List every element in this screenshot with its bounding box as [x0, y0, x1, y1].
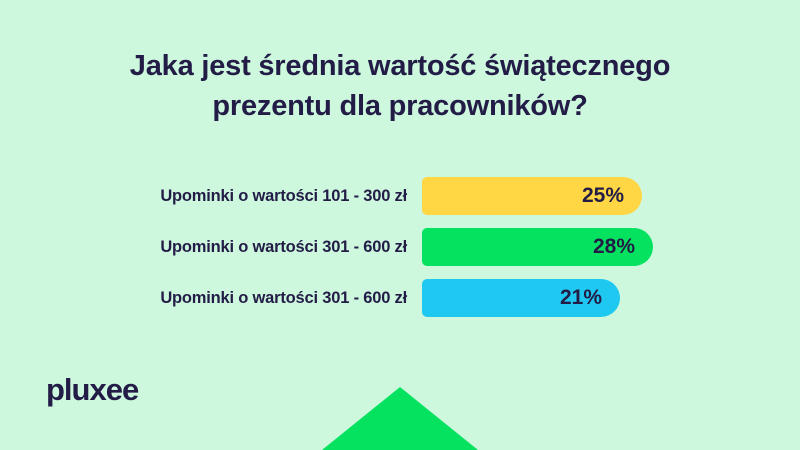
bar-label: Upominki o wartości 301 - 600 zł	[160, 288, 407, 307]
bar: 28%	[422, 228, 653, 266]
page-title-line-1: Jaka jest średnia wartość świątecznego	[129, 50, 671, 82]
up-arrow-shape	[322, 387, 478, 450]
bar-label: Upominki o wartości 301 - 600 zł	[160, 237, 407, 256]
pluxee-logo: pluxee	[46, 372, 139, 407]
chart-row: Upominki o wartości 101 - 300 zł 25%	[0, 177, 800, 215]
bar-value: 25%	[581, 184, 624, 207]
page-title: Jaka jest średnia wartość świątecznego p…	[0, 46, 800, 126]
bar-value: 21%	[559, 286, 602, 309]
bar-label: Upominki o wartości 101 - 300 zł	[160, 186, 407, 205]
bar: 21%	[422, 279, 620, 317]
chart-row: Upominki o wartości 301 - 600 zł 28%	[0, 228, 800, 266]
bar-value: 28%	[592, 235, 635, 258]
bar-chart: Upominki o wartości 101 - 300 zł 25% Upomi…	[0, 177, 800, 330]
bar: 25%	[422, 177, 642, 215]
chart-row: Upominki o wartości 301 - 600 zł 21%	[0, 279, 800, 317]
page-title-line-2: prezentu dla pracowników?	[212, 90, 588, 122]
